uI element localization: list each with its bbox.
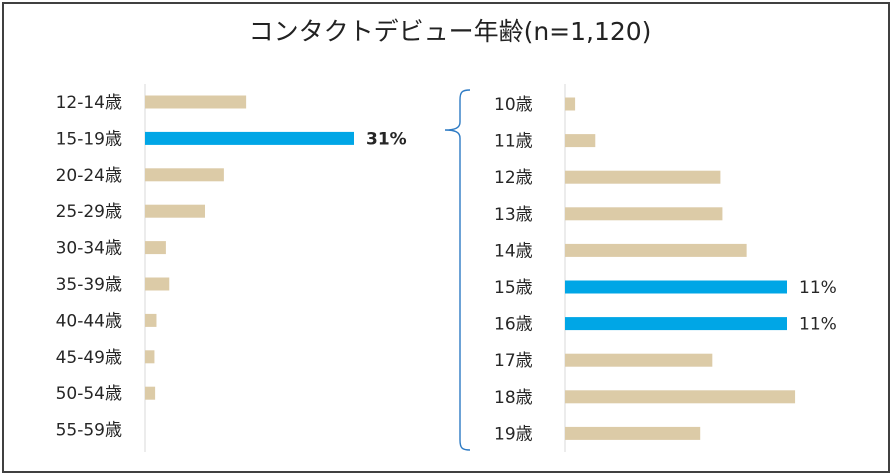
- left-category-label: 30-34歳: [56, 239, 122, 259]
- left-category-label: 35-39歳: [56, 275, 122, 295]
- left-category-label: 40-44歳: [56, 311, 122, 331]
- right-bar: [565, 317, 787, 331]
- right-bar: [565, 134, 596, 148]
- right-category-label: 18歳: [494, 388, 533, 408]
- left-category-label: 15-19歳: [56, 129, 122, 149]
- left-bar: [145, 131, 354, 145]
- right-data-label: 11%: [799, 278, 837, 298]
- right-category-label: 11歳: [494, 132, 533, 152]
- right-bar: [565, 207, 723, 221]
- right-bar: [565, 170, 721, 184]
- left-data-label: 31%: [366, 129, 407, 149]
- left-bar: [145, 241, 166, 255]
- right-bar: [565, 353, 713, 367]
- left-category-label: 12-14歳: [56, 93, 122, 113]
- left-bar: [145, 277, 170, 291]
- right-category-label: 16歳: [494, 315, 533, 335]
- right-category-label: 13歳: [494, 205, 533, 225]
- right-category-label: 17歳: [494, 351, 533, 371]
- right-data-label: 11%: [799, 315, 837, 335]
- left-bar: [145, 204, 206, 218]
- left-bar: [145, 313, 157, 327]
- right-category-label: 15歳: [494, 278, 533, 298]
- bracket-connector: [444, 89, 471, 451]
- right-category-label: 19歳: [494, 424, 533, 444]
- left-category-label: 25-29歳: [56, 202, 122, 222]
- right-bar: [565, 280, 787, 294]
- left-bar: [145, 168, 224, 182]
- right-category-label: 12歳: [494, 168, 533, 188]
- left-category-label: 55-59歳: [56, 421, 122, 441]
- right-category-label: 14歳: [494, 241, 533, 261]
- left-bar: [145, 350, 155, 364]
- right-bar: [565, 426, 701, 440]
- left-category-label: 20-24歳: [56, 166, 122, 186]
- left-bar-chart: 12-14歳 15-19歳 31% 20-24歳 25-29歳 30-34歳 35-39歳 4…: [56, 93, 407, 441]
- chart-title: コンタクトデビュー年齢(n=1,120): [249, 17, 652, 46]
- right-bar-chart: 10歳 11歳 12歳 13歳 14歳 15歳 11% 16歳 11% 17歳 18歳 19歳: [494, 95, 837, 444]
- right-bar: [565, 97, 576, 111]
- right-bar: [565, 243, 747, 257]
- left-category-label: 50-54歳: [56, 384, 122, 404]
- left-bar: [145, 95, 247, 109]
- left-bar: [145, 386, 156, 400]
- left-category-label: 45-49歳: [56, 348, 122, 368]
- right-category-label: 10歳: [494, 95, 533, 115]
- right-bar: [565, 390, 796, 404]
